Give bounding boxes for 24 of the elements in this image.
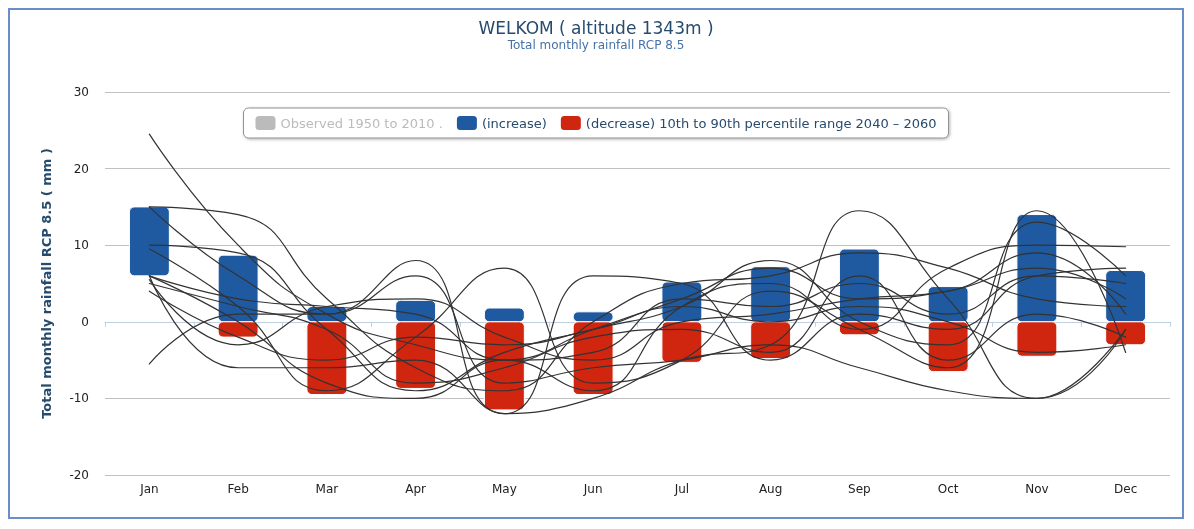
y-tick-label: -10: [69, 391, 89, 406]
y-tick-label: 20: [73, 161, 89, 176]
x-tick-label: Jun: [582, 482, 603, 496]
x-tick-label: Mar: [315, 482, 339, 496]
x-tick-label: Jul: [673, 482, 690, 496]
x-tick-label: Jan: [139, 482, 159, 496]
chart-title: WELKOM ( altitude 1343m ): [478, 17, 714, 38]
legend-label: Observed 1950 to 2010 .: [280, 115, 443, 131]
chart-subtitle: Total monthly rainfall RCP 8.5: [506, 38, 685, 52]
legend-label: (increase): [481, 115, 547, 131]
x-tick-label: Nov: [1025, 482, 1049, 496]
legend-label: (decrease) 10th to 90th percentile range 2040 – 2060: [585, 115, 937, 131]
x-tick-label: Aug: [758, 482, 783, 496]
x-tick-label: Sep: [848, 482, 871, 496]
y-axis-title: Total monthly rainfall RCP 8.5 ( mm ): [39, 148, 54, 419]
x-tick-label: Apr: [405, 482, 427, 496]
x-tick-label: Dec: [1114, 482, 1138, 496]
x-tick-label: Feb: [227, 482, 249, 496]
y-tick-label: -20: [69, 468, 89, 482]
x-tick-label: May: [491, 482, 517, 496]
y-tick-label: 0: [81, 314, 89, 329]
y-tick-label: 10: [73, 238, 89, 253]
y-tick-label: 30: [73, 85, 89, 99]
x-tick-label: Oct: [937, 482, 959, 496]
